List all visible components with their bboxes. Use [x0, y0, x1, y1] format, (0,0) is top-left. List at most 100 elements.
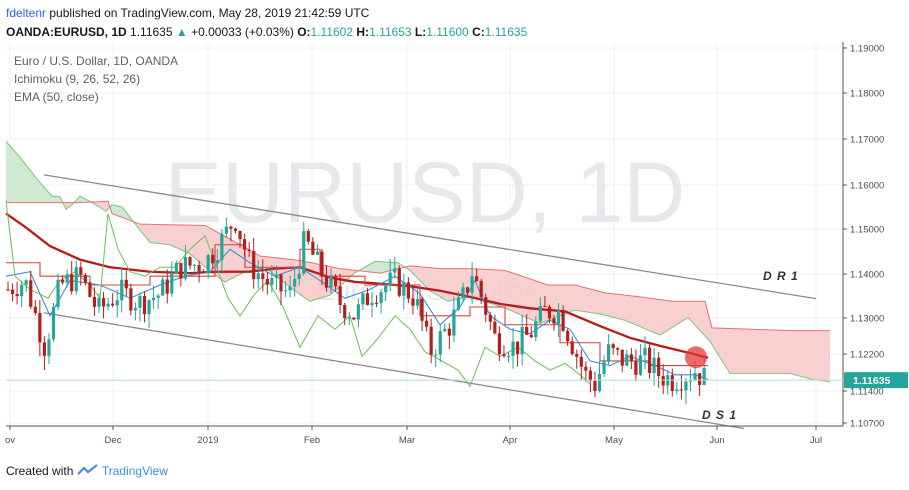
cloud-bearish: [92, 201, 110, 212]
candle-bearish: [670, 375, 674, 392]
candle-bullish: [315, 251, 319, 255]
candle-bullish: [434, 354, 438, 356]
price-badge: [844, 372, 908, 389]
candle-bearish: [352, 317, 356, 320]
candle-bullish: [347, 317, 351, 319]
tradingview-brand[interactable]: TradingView: [101, 464, 168, 478]
close-value: 1.11635: [484, 25, 528, 39]
candle-bearish: [179, 262, 183, 279]
candle-bearish: [497, 333, 501, 355]
candle-bullish: [684, 381, 688, 391]
candle-bearish: [543, 305, 547, 307]
candle-bearish: [547, 306, 552, 319]
ohlc-line: OANDA:EURUSD, 1D 1.11635 ▲ +0.00033 (+0.…: [6, 25, 527, 39]
candle-bullish: [274, 274, 279, 278]
candle-bullish: [74, 267, 78, 292]
candle-bearish: [575, 354, 579, 357]
candle-bearish: [493, 321, 497, 334]
candle-bearish: [247, 249, 251, 251]
symbol-label: OANDA:EURUSD, 1D: [6, 25, 127, 39]
publish-line: fdeltenr published on TradingView.com, M…: [6, 6, 369, 20]
candle-bullish: [438, 331, 442, 355]
candle-bullish: [256, 273, 260, 280]
candle-bearish: [306, 231, 310, 242]
cloud-bullish: [74, 196, 92, 203]
candle-bearish: [447, 328, 451, 336]
candle-bearish: [124, 279, 128, 289]
price-axis-label: 1.14000: [850, 270, 884, 281]
candle-bullish: [56, 279, 60, 308]
candle-bearish: [588, 370, 592, 381]
close-label: C:: [472, 25, 485, 39]
candle-bearish: [570, 341, 574, 355]
candle-bearish: [6, 289, 10, 291]
ema-50-line: [5, 212, 709, 359]
candle-bullish: [625, 354, 629, 366]
candle-bearish: [374, 302, 379, 304]
indicator-ema-label[interactable]: EMA (50, close): [14, 90, 99, 104]
candle-bullish: [702, 368, 706, 385]
candle-bearish: [243, 239, 247, 250]
candle-bearish: [488, 314, 492, 322]
candle-bearish: [10, 289, 15, 295]
high-value: 1.11653: [369, 25, 412, 39]
candle-bullish: [288, 286, 292, 291]
price-axis-label: 1.17000: [850, 135, 884, 146]
candle-bearish: [202, 271, 206, 274]
indicator-ichimoku-label[interactable]: Ichimoku (9, 26, 52, 26): [14, 72, 141, 86]
price-axis-label: 1.16000: [850, 181, 884, 192]
published-text: published on TradingView.com, May 28, 20…: [49, 6, 370, 20]
last-price: 1.11635: [130, 25, 173, 39]
ichimoku-cloud: [6, 141, 830, 382]
created-with-text: Created with: [6, 464, 74, 478]
candle-bearish: [343, 304, 347, 319]
candle-bullish: [120, 279, 124, 301]
candle-bullish: [65, 274, 69, 283]
chikou-span-line: [5, 200, 591, 388]
candle-bullish: [688, 379, 693, 382]
candle-bearish: [92, 296, 97, 307]
candle-bearish: [479, 280, 483, 298]
candle-bullish: [215, 260, 219, 264]
candle-bullish: [415, 299, 420, 306]
senkou-span-a: [5, 140, 831, 383]
time-axis-label: Jun: [709, 435, 724, 446]
candle-bullish: [602, 361, 606, 374]
up-arrow-icon: ▲: [175, 25, 188, 39]
candle-bearish: [42, 342, 46, 356]
candle-bullish: [152, 297, 156, 301]
candle-bullish: [388, 272, 392, 286]
cloud-bullish: [110, 204, 134, 223]
candle-bullish: [443, 328, 447, 332]
open-value: 1.11602: [310, 25, 354, 39]
candle-bearish: [484, 297, 488, 315]
time-axis-label: Dec: [105, 435, 122, 446]
price-axis-label: 1.11400: [850, 387, 884, 398]
candle-bearish: [61, 279, 65, 283]
candle-bearish: [584, 366, 588, 371]
price-badge-text: 1.11635: [853, 375, 891, 387]
candle-bearish: [552, 318, 556, 324]
candle-bullish: [393, 268, 397, 273]
candle-bullish: [161, 279, 165, 296]
candle-bearish: [616, 348, 620, 350]
candle-bullish: [138, 296, 142, 308]
candle-bearish: [561, 310, 565, 331]
candle-bearish: [129, 288, 133, 311]
time-axis-label: Mar: [399, 435, 415, 446]
candle-bearish: [338, 286, 342, 305]
chart-axes: 1.19000 1.18000 1.17000 1.16000 1.15000 1.140…: [5, 42, 908, 446]
candle-bearish: [611, 344, 615, 349]
candle-bearish: [188, 257, 192, 266]
candle-bullish: [220, 233, 224, 261]
candle-bullish: [115, 300, 119, 306]
upper-channel-line: [43, 174, 817, 300]
candle-bearish: [529, 334, 533, 338]
candle-bearish: [420, 299, 424, 321]
high-label: H:: [356, 25, 370, 39]
author-link[interactable]: fdeltenr: [6, 6, 47, 20]
candle-bullish: [461, 287, 465, 298]
candle-bearish: [111, 303, 115, 306]
channel-label-ds1: D S 1: [702, 408, 737, 422]
